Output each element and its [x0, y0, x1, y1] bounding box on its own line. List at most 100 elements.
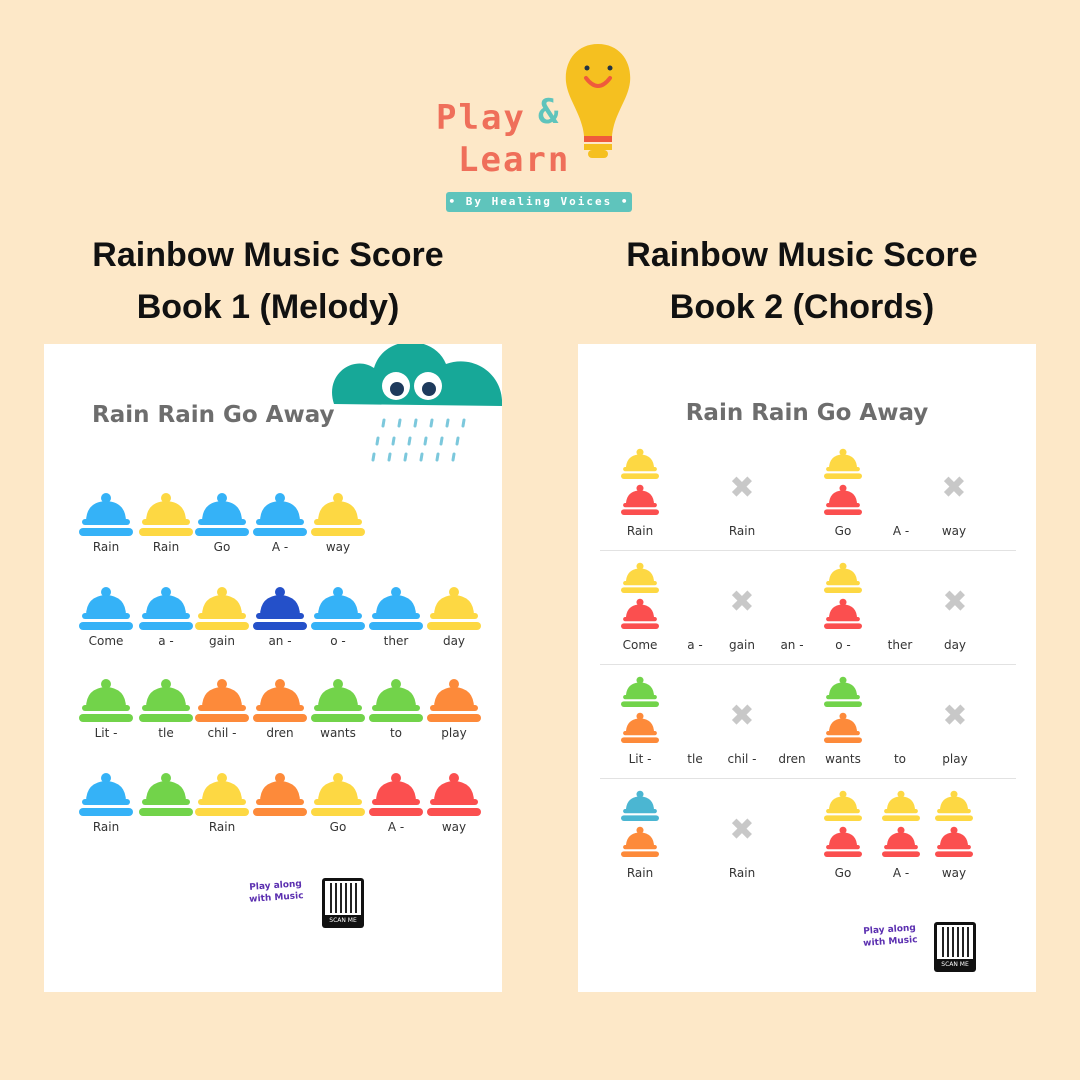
- orange-bell-icon: [621, 712, 659, 743]
- yellow-bell-icon: [824, 448, 862, 479]
- yellow-bell-icon: [621, 562, 659, 593]
- green-bell-icon: [824, 676, 862, 707]
- blue-bell-icon: [139, 587, 193, 630]
- green-bell-icon: [311, 679, 365, 722]
- lyric: dren: [266, 726, 294, 740]
- green-bell-icon: [369, 679, 423, 722]
- yellow-bell-icon: [824, 562, 862, 593]
- rain-cloud-icon: [332, 344, 502, 462]
- lyric: a -: [687, 638, 703, 652]
- book1-score-page: Rain Rain Go Away Play along with Music …: [44, 344, 502, 992]
- lyric: Lit -: [628, 752, 652, 766]
- yellow-bell-icon: [139, 493, 193, 536]
- qr-code[interactable]: SCAN ME: [934, 922, 976, 972]
- blue-bell-icon: [79, 773, 133, 816]
- lyric: Lit -: [94, 726, 118, 740]
- rest-x-icon: ✖: [942, 584, 968, 620]
- logo-tagline: • By Healing Voices •: [446, 192, 632, 212]
- lyric: to: [389, 726, 403, 740]
- red-bell-icon: [824, 598, 862, 629]
- yellow-bell-icon: [824, 790, 862, 821]
- book2-heading-line2: Book 2 (Chords): [669, 288, 935, 326]
- book2-heading: Rainbow Music Score Book 2 (Chords): [572, 229, 1032, 333]
- lyric: Go: [329, 820, 347, 834]
- yellow-bell-icon: [195, 773, 249, 816]
- lyric: Rain: [728, 866, 756, 880]
- lyric: gain: [209, 634, 235, 648]
- rest-x-icon: ✖: [729, 698, 755, 734]
- lyric: ther: [383, 634, 409, 648]
- lyric: Rain: [626, 524, 654, 538]
- lyric: an -: [268, 634, 292, 648]
- blue-bell-icon: [253, 493, 307, 536]
- row-divider: [600, 664, 1016, 665]
- rest-x-icon: ✖: [729, 470, 755, 506]
- book2-heading-line1: Rainbow Music Score: [626, 236, 978, 274]
- lyric: Come: [622, 638, 658, 652]
- logo-learn: Learn: [458, 140, 571, 180]
- song-title: Rain Rain Go Away: [92, 402, 335, 428]
- blue-bell-icon: [79, 493, 133, 536]
- yellow-bell-icon: [311, 493, 365, 536]
- lyric: Rain: [626, 866, 654, 880]
- qr-code[interactable]: SCAN ME: [322, 878, 364, 928]
- play-along-label: Play along with Music: [862, 923, 918, 949]
- lyric: day: [442, 634, 466, 648]
- lyric: Go: [213, 540, 231, 554]
- lyric: play: [441, 726, 467, 740]
- lyric: ther: [887, 638, 913, 652]
- green-bell-icon: [621, 676, 659, 707]
- lyric: Rain: [92, 820, 120, 834]
- yellow-bell-icon: [621, 448, 659, 479]
- lyric: an -: [780, 638, 804, 652]
- lyric: Go: [834, 524, 852, 538]
- book1-heading-line1: Rainbow Music Score: [92, 236, 444, 274]
- blue-bell-icon: [195, 493, 249, 536]
- lyric: to: [893, 752, 907, 766]
- lyric: Go: [834, 866, 852, 880]
- orange-bell-icon: [824, 712, 862, 743]
- darkblue-bell-icon: [253, 587, 307, 630]
- play-along-label: Play along with Music: [248, 879, 304, 905]
- red-bell-icon: [621, 598, 659, 629]
- rest-x-icon: ✖: [942, 698, 968, 734]
- lyric: o -: [330, 634, 346, 648]
- lyric: gain: [729, 638, 755, 652]
- lyric: Rain: [152, 540, 180, 554]
- red-bell-icon: [935, 826, 973, 857]
- green-bell-icon: [139, 679, 193, 722]
- green-bell-icon: [139, 773, 193, 816]
- blue-bell-icon: [79, 587, 133, 630]
- scan-me-label: SCAN ME: [941, 961, 969, 968]
- rest-x-icon: ✖: [941, 470, 967, 506]
- song-title: Rain Rain Go Away: [685, 400, 929, 426]
- yellow-bell-icon: [311, 773, 365, 816]
- lyric: play: [942, 752, 968, 766]
- lyric: A -: [892, 866, 910, 880]
- lyric: a -: [158, 634, 174, 648]
- lyric: tle: [687, 752, 703, 766]
- red-bell-icon: [621, 484, 659, 515]
- teal-bell-icon: [621, 790, 659, 821]
- lyric: day: [943, 638, 967, 652]
- rest-x-icon: ✖: [729, 584, 755, 620]
- lyric: chil -: [207, 726, 237, 740]
- lyric: Rain: [728, 524, 756, 538]
- book1-heading: Rainbow Music Score Book 1 (Melody): [38, 229, 498, 333]
- lyric: way: [941, 524, 967, 538]
- lyric: A -: [387, 820, 405, 834]
- lyric: wants: [320, 726, 356, 740]
- row-divider: [600, 778, 1016, 779]
- lyric: A -: [271, 540, 289, 554]
- yellow-bell-icon: [882, 790, 920, 821]
- lyric: way: [941, 866, 967, 880]
- red-bell-icon: [427, 773, 481, 816]
- orange-bell-icon: [427, 679, 481, 722]
- row-divider: [600, 550, 1016, 551]
- lyric: dren: [778, 752, 806, 766]
- red-bell-icon: [824, 826, 862, 857]
- scan-me-label: SCAN ME: [329, 917, 357, 924]
- red-bell-icon: [369, 773, 423, 816]
- lyric: Come: [88, 634, 124, 648]
- lyric: wants: [825, 752, 861, 766]
